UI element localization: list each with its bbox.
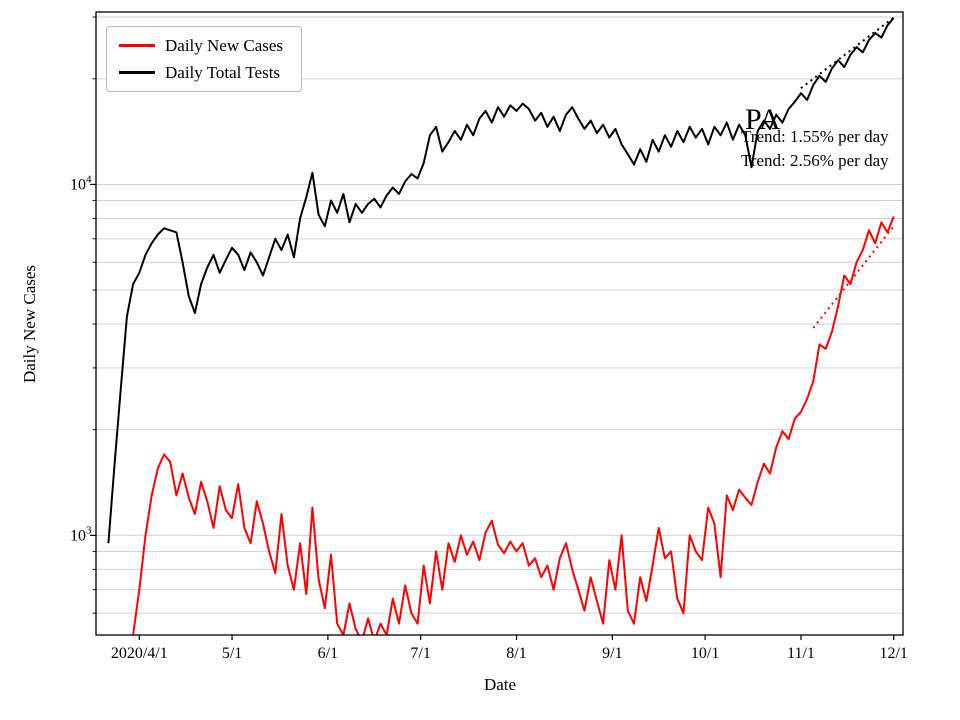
x-tick-label: 2020/4/1 [111,645,168,662]
x-tick-label: 5/1 [222,645,242,662]
x-tick-label: 8/1 [506,645,526,662]
legend-line-sample-black [119,71,155,74]
plot-frame [95,11,904,636]
y-tick-label: 104 [70,173,92,193]
legend-item-daily-total-tests: Daily Total Tests [119,64,283,81]
x-tick-label: 12/1 [879,645,907,662]
series-line-daily-total-tests [107,17,895,544]
x-tick-label: 11/1 [787,645,815,662]
trend-line [800,16,895,90]
x-tick-label: 10/1 [691,645,719,662]
annotation-pa: PA [745,103,781,136]
annotation-trend-cases: Trend: 2.56% per day [741,151,889,170]
legend-line-sample-red [119,44,155,47]
annotation-trend-tests: Trend: 1.55% per day [741,127,889,146]
x-axis-label: Date [483,675,517,694]
legend-item-daily-new-cases: Daily New Cases [119,37,283,54]
y-axis-label: Daily New Cases [20,264,39,384]
y-tick-label: 103 [70,524,92,544]
series-line-daily-new-cases [131,216,895,635]
legend-label: Daily New Cases [165,36,284,55]
x-tick-label: 9/1 [602,645,622,662]
legend-label: Daily Total Tests [165,63,281,82]
trend-line [812,225,895,329]
x-tick-label: 6/1 [318,645,338,662]
x-tick-label: 7/1 [410,645,430,662]
legend: Daily New Cases Daily Total Tests [106,26,303,92]
